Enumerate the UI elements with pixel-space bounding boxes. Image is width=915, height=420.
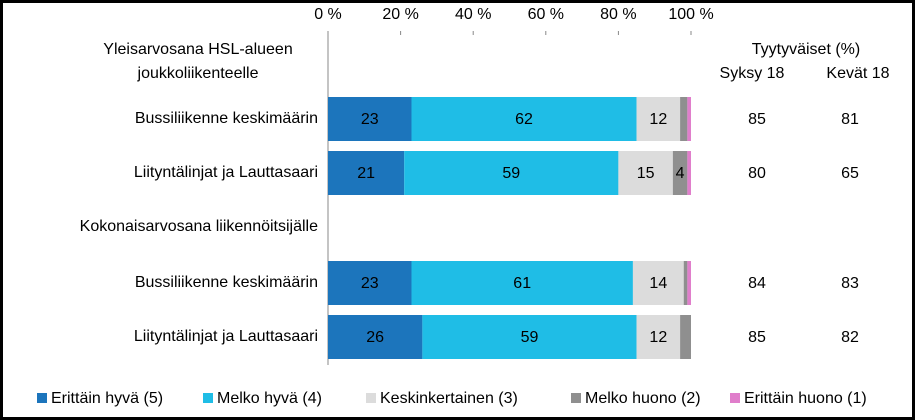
table-column: Syksy 18 [720,65,785,82]
bar-segment [636,315,681,359]
table-cell: 83 [841,275,859,292]
table-cell: 85 [748,329,766,346]
legend-label: Erittäin hyvä (5) [51,390,163,407]
data-label: 61 [513,275,531,292]
legend-label: Keskinkertainen (3) [380,390,518,407]
table-cell: 84 [748,275,766,292]
bar-segment [680,97,688,141]
category-label: Bussiliikenne keskimäärin [134,110,318,127]
data-label: 4 [676,165,685,182]
category-label: Kokonaisarvosana liikennöitsijälle [79,218,318,235]
bar-segment [328,151,405,195]
bar-segment [683,261,688,305]
bar-segment [636,97,681,141]
data-label: 12 [649,111,667,128]
category-label: Liityntälinjat ja Lauttasaari [133,164,318,181]
bar-segment [411,261,633,305]
x-tick-label: 100 % [668,6,713,23]
bar-segment [672,151,688,195]
bar-segment [404,151,619,195]
x-tick-label: 40 % [455,6,491,23]
bar-segment [687,261,691,305]
legend-label: Melko hyvä (4) [217,390,322,407]
bar-segment [328,97,412,141]
data-label: 23 [361,111,379,128]
data-label: 26 [366,329,384,346]
bar-segment [618,151,673,195]
bar-segment [328,261,412,305]
table-cell: 81 [841,111,859,128]
table-column: Kevät 18 [826,65,889,82]
table-cell: 82 [841,329,859,346]
chart-canvas: Tyytyväiset (%) Syksy 18 Kevät 18 0 % 20 … [37,6,890,407]
data-label: 59 [502,165,520,182]
legend-label: Melko huono (2) [585,390,701,407]
bar-segment [632,261,684,305]
x-tick-label: 0 % [314,6,342,23]
bar-segment [422,315,637,359]
bar-segment [687,151,691,195]
category-label: Bussiliikenne keskimäärin [134,274,318,291]
table-cell: 65 [841,165,859,182]
bar-segment [680,315,691,359]
table-title: Tyytyväiset (%) [752,41,860,58]
data-label: 21 [357,165,375,182]
legend-swatch [366,393,376,403]
data-label: 62 [515,111,533,128]
data-label: 59 [521,329,539,346]
legend-swatch [571,393,581,403]
x-tick-label: 80 % [600,6,636,23]
data-label: 15 [637,165,655,182]
table-cell: 80 [748,165,766,182]
chart: Tyytyväiset (%) Syksy 18 Kevät 18 0 % 20 … [3,3,912,417]
data-label: 14 [649,275,667,292]
bar-segment [328,315,423,359]
bar-segment [411,97,637,141]
bar-segment [687,97,691,141]
legend-swatch [37,393,47,403]
legend-swatch [203,393,213,403]
table-cell: 85 [748,111,766,128]
data-label: 12 [649,329,667,346]
data-label: 23 [361,275,379,292]
category-label: Yleisarvosana HSL-alueen joukkoliikentee… [103,41,293,82]
legend-label: Erittäin huono (1) [744,390,867,407]
legend-swatch [730,393,740,403]
category-label: Liityntälinjat ja Lauttasaari [133,328,318,345]
x-tick-label: 60 % [528,6,564,23]
x-tick-label: 20 % [382,6,418,23]
